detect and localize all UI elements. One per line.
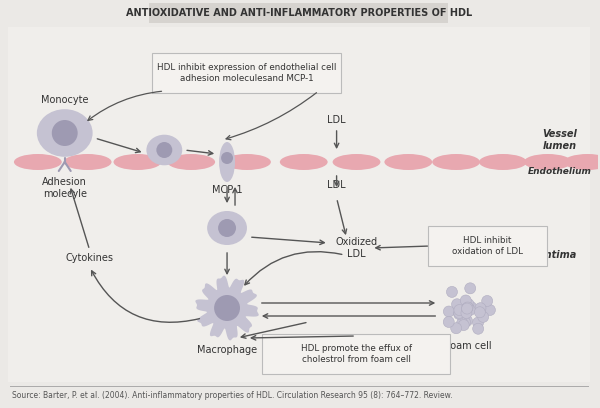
- Circle shape: [458, 319, 469, 330]
- Ellipse shape: [37, 109, 92, 157]
- FancyBboxPatch shape: [262, 334, 450, 374]
- Circle shape: [462, 302, 473, 313]
- Text: Monocyte: Monocyte: [41, 95, 88, 105]
- Circle shape: [464, 305, 475, 316]
- Circle shape: [475, 307, 485, 318]
- Ellipse shape: [524, 154, 572, 170]
- Circle shape: [462, 303, 473, 314]
- Text: ANTIOXIDATIVE AND ANTI-INFLAMMATORY PROPERTIES OF HDL: ANTIOXIDATIVE AND ANTI-INFLAMMATORY PROP…: [125, 8, 472, 18]
- Circle shape: [466, 302, 476, 313]
- FancyBboxPatch shape: [152, 53, 341, 93]
- Circle shape: [443, 306, 454, 317]
- Ellipse shape: [219, 142, 235, 182]
- Ellipse shape: [280, 154, 328, 170]
- Circle shape: [463, 302, 474, 313]
- Circle shape: [473, 317, 484, 328]
- Circle shape: [451, 323, 461, 334]
- Circle shape: [461, 303, 473, 314]
- Ellipse shape: [563, 154, 600, 170]
- Text: LDL: LDL: [327, 180, 346, 190]
- Text: Source: Barter, P. et al. (2004). Anti-inflammatory properties of HDL. Circulati: Source: Barter, P. et al. (2004). Anti-i…: [12, 392, 452, 401]
- Circle shape: [454, 308, 464, 319]
- Ellipse shape: [64, 154, 112, 170]
- Text: HDL promote the effux of
cholestrol from foam cell: HDL promote the effux of cholestrol from…: [301, 344, 412, 364]
- Ellipse shape: [479, 154, 527, 170]
- Circle shape: [463, 302, 473, 313]
- Text: HDL inhibit expression of endothelial cell
adhesion moleculesand MCP-1: HDL inhibit expression of endothelial ce…: [157, 62, 336, 83]
- FancyBboxPatch shape: [428, 226, 547, 266]
- Circle shape: [482, 295, 493, 306]
- Ellipse shape: [385, 154, 432, 170]
- Text: Oxidized
LDL: Oxidized LDL: [335, 237, 377, 259]
- Circle shape: [465, 283, 476, 294]
- Ellipse shape: [14, 154, 62, 170]
- Circle shape: [457, 317, 467, 328]
- Text: Endothelium: Endothelium: [528, 168, 592, 177]
- Text: LDL: LDL: [327, 115, 346, 125]
- Ellipse shape: [207, 211, 247, 245]
- Circle shape: [461, 315, 472, 326]
- Circle shape: [157, 142, 172, 158]
- Circle shape: [454, 308, 464, 319]
- Circle shape: [473, 323, 484, 334]
- Text: Adhesion
molecyle: Adhesion molecyle: [42, 177, 87, 199]
- Circle shape: [460, 317, 470, 328]
- Circle shape: [218, 219, 236, 237]
- Text: Cytokines: Cytokines: [65, 253, 113, 263]
- Circle shape: [461, 308, 472, 319]
- Ellipse shape: [167, 154, 215, 170]
- Text: Intima: Intima: [542, 250, 577, 260]
- Circle shape: [460, 295, 471, 306]
- Circle shape: [478, 311, 488, 322]
- Polygon shape: [196, 275, 259, 340]
- Text: MCP-1: MCP-1: [212, 185, 242, 195]
- Circle shape: [221, 152, 233, 164]
- Ellipse shape: [223, 154, 271, 170]
- Ellipse shape: [332, 154, 380, 170]
- Circle shape: [452, 299, 463, 310]
- Circle shape: [214, 295, 240, 321]
- Bar: [8, 27, 590, 382]
- Ellipse shape: [146, 135, 182, 165]
- Circle shape: [484, 304, 496, 315]
- Text: Vessel
lumen: Vessel lumen: [542, 129, 577, 151]
- Circle shape: [52, 120, 77, 146]
- Circle shape: [463, 299, 474, 310]
- Bar: [149, 3, 448, 23]
- Circle shape: [446, 286, 457, 297]
- Circle shape: [443, 317, 454, 328]
- Text: HDL inhibit
oxidation of LDL: HDL inhibit oxidation of LDL: [452, 235, 523, 256]
- Ellipse shape: [432, 154, 480, 170]
- Ellipse shape: [113, 154, 161, 170]
- Text: Foam cell: Foam cell: [445, 341, 491, 351]
- Text: Macrophage: Macrophage: [197, 345, 257, 355]
- Circle shape: [454, 304, 465, 315]
- Circle shape: [475, 303, 486, 314]
